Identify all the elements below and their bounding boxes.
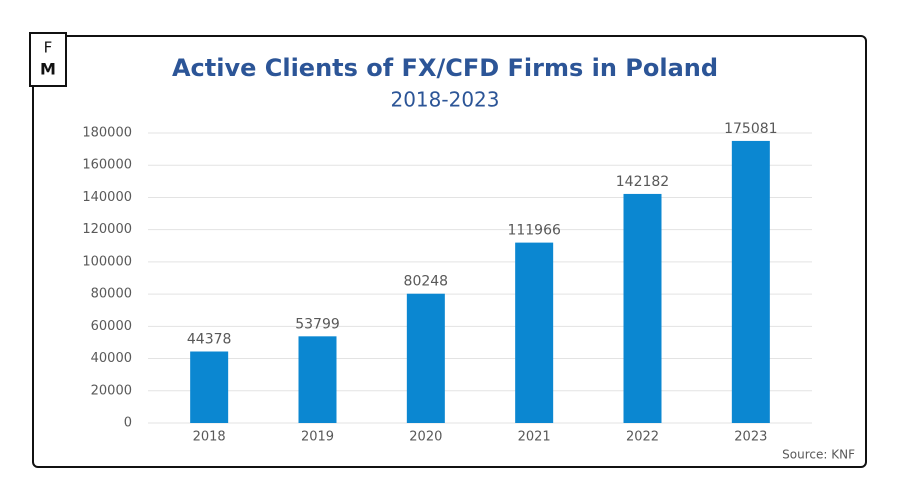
bar	[515, 242, 554, 423]
x-tick-label: 2018	[193, 430, 226, 445]
x-tick-label: 2023	[734, 430, 767, 445]
y-tick-label: 40000	[91, 351, 132, 366]
y-tick-label: 120000	[82, 222, 132, 237]
value-label: 53799	[295, 316, 340, 332]
bar	[298, 336, 337, 423]
chart-title: Active Clients of FX/CFD Firms in Poland	[172, 54, 718, 82]
y-tick-label: 140000	[82, 190, 132, 205]
bar	[731, 140, 770, 423]
y-tick-label: 100000	[82, 254, 132, 269]
value-label: 142182	[616, 174, 669, 190]
y-tick-label: 20000	[91, 383, 132, 398]
source: Source: KNF	[782, 448, 855, 462]
x-tick-label: 2019	[301, 430, 334, 445]
x-tick-label: 2020	[409, 430, 442, 445]
value-label: 175081	[724, 121, 777, 137]
value-label: 44378	[187, 332, 232, 348]
bar	[190, 351, 229, 423]
y-tick-label: 180000	[82, 126, 132, 141]
value-label: 111966	[507, 223, 561, 239]
y-tick-label: 160000	[82, 158, 132, 173]
bar	[623, 193, 662, 423]
y-tick-label: 80000	[91, 287, 132, 302]
logo-box	[29, 32, 67, 87]
value-label: 80248	[404, 274, 449, 290]
x-tick-label: 2022	[626, 430, 659, 445]
bar	[406, 293, 445, 423]
y-tick-label: 60000	[91, 319, 132, 334]
x-tick-label: 2021	[518, 430, 551, 445]
logo-bottom: M	[40, 60, 56, 79]
y-tick-label: 0	[124, 416, 132, 431]
chart-subtitle: 2018-2023	[390, 88, 499, 112]
logo-top: F	[44, 39, 53, 57]
